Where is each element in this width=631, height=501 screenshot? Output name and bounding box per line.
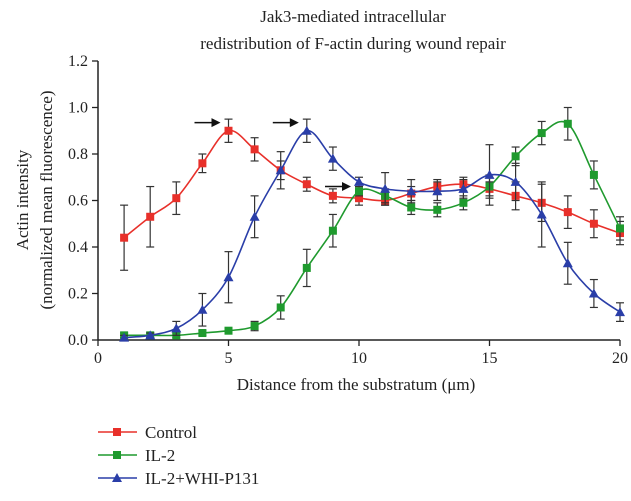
data-point (250, 322, 259, 331)
arrow-head (211, 118, 221, 128)
data-point (224, 326, 233, 335)
data-point (198, 329, 207, 338)
legend-marker (113, 451, 121, 459)
data-point (249, 211, 260, 221)
series-line (124, 129, 621, 339)
x-tick-label-4: 20 (612, 350, 628, 367)
data-point (588, 288, 599, 298)
y-tick-label-5: 1.0 (68, 100, 88, 117)
data-point (145, 330, 156, 340)
annotation-arrow-2 (272, 118, 299, 128)
data-point (458, 183, 469, 193)
data-point (276, 303, 285, 312)
data-point (224, 126, 233, 135)
annotation-arrow-3 (325, 182, 351, 192)
legend-marker (112, 473, 122, 482)
y-axis-title-line-1: Actin intensity (13, 149, 32, 250)
x-tick-label-0: 0 (94, 350, 102, 367)
legend: Control IL-2 IL-2+WHI-P131 (98, 423, 259, 488)
legend-label: IL-2 (145, 446, 175, 465)
plot-area (119, 106, 625, 342)
data-point (615, 307, 625, 317)
legend-label: IL-2+WHI-P131 (145, 469, 259, 488)
chart-title-line-2: redistribution of F-actin during wound r… (200, 34, 506, 53)
annotation-arrow-1 (194, 118, 221, 128)
data-point (328, 226, 337, 235)
y-tick-label-0: 0.0 (68, 332, 88, 349)
legend-marker (113, 428, 121, 436)
y-axis-title-line-2: (normalized mean fluorescence) (37, 91, 56, 310)
annotation-arrows (194, 118, 351, 192)
y-tick-label-2: 0.4 (68, 239, 88, 256)
data-point (119, 332, 130, 342)
series-control (120, 118, 624, 271)
data-point (354, 176, 364, 186)
arrow-head (342, 182, 351, 192)
data-point (563, 119, 572, 128)
axes: 0.0 0.2 0.4 0.6 0.8 1.0 1.2 0 5 10 15 20 (68, 53, 628, 367)
data-point (432, 186, 443, 196)
y-tick-label-6: 1.2 (68, 53, 88, 70)
data-point (171, 323, 182, 333)
data-point (562, 258, 573, 268)
chart-title-line-1: Jak3-mediated intracellular (260, 7, 446, 26)
y-tick-label-1: 0.2 (68, 286, 88, 303)
data-point (537, 129, 546, 138)
x-tick-label-3: 15 (482, 350, 498, 367)
data-point (302, 263, 311, 272)
legend-item-il-2-whi-p131: IL-2+WHI-P131 (98, 469, 259, 488)
y-tick-label-3: 0.6 (68, 193, 88, 210)
series-il-2-whi-p131 (119, 118, 625, 342)
data-point (302, 180, 311, 189)
data-point (275, 165, 286, 175)
y-axis-title: Actin intensity (normalized mean fluores… (13, 91, 56, 310)
series-il-2 (120, 106, 624, 340)
data-point (563, 208, 572, 217)
data-point (301, 125, 312, 135)
data-point (407, 203, 416, 212)
y-tick-label-4: 0.8 (68, 146, 88, 163)
data-point (536, 209, 547, 219)
data-point (406, 186, 417, 196)
data-point (223, 272, 234, 282)
chart-title: Jak3-mediated intracellular redistributi… (200, 7, 506, 53)
data-point (172, 194, 181, 203)
legend-item-control: Control (98, 423, 197, 442)
data-point (327, 153, 338, 163)
data-point (250, 145, 259, 154)
legend-item-il-2: IL-2 (98, 446, 175, 465)
data-point (146, 212, 155, 221)
data-point (380, 183, 391, 193)
legend-label: Control (145, 423, 197, 442)
data-point (510, 176, 521, 186)
data-point (433, 205, 442, 214)
data-point (120, 233, 129, 242)
data-point (511, 152, 520, 161)
x-tick-label-1: 5 (225, 350, 233, 367)
data-point (355, 194, 363, 203)
data-point (459, 198, 468, 207)
data-point (197, 304, 208, 314)
x-axis-title: Distance from the substratum (μm) (237, 375, 476, 394)
data-point (484, 169, 495, 179)
arrow-head (289, 118, 299, 128)
data-point (198, 159, 207, 168)
data-point (328, 191, 337, 200)
data-point (589, 170, 598, 179)
data-point (589, 219, 598, 228)
data-point (355, 187, 363, 196)
x-tick-label-2: 10 (351, 350, 367, 367)
data-point (616, 224, 624, 233)
